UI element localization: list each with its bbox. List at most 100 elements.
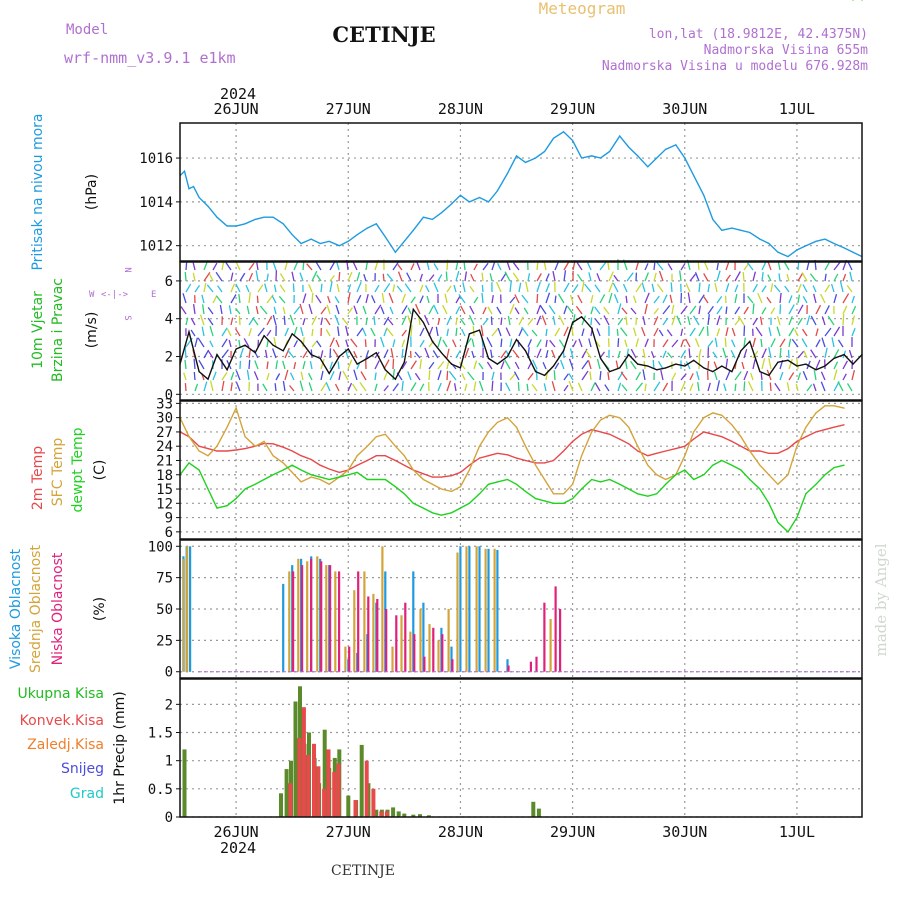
data-bar: [310, 558, 313, 672]
wind-barb: [383, 349, 389, 359]
data-point: [524, 459, 527, 462]
wind-barb: [797, 272, 804, 282]
wind-barb: [419, 295, 424, 304]
wind-barb: [185, 317, 189, 326]
model-name: wrf-nmm_v3.9.1 e1km: [64, 49, 236, 67]
wind-barb: [572, 284, 579, 293]
data-point: [384, 455, 386, 457]
wind-barb: [613, 274, 619, 282]
data-point: [637, 363, 639, 365]
wind-barb: [289, 314, 295, 326]
precip-legend-frozen: Zaledj.Kisa: [27, 737, 104, 753]
data-point: [787, 359, 789, 361]
data-bar: [423, 656, 426, 672]
wind-barb: [577, 382, 583, 392]
wind-barb: [842, 273, 847, 282]
data-point: [684, 445, 686, 447]
data-point: [291, 471, 293, 473]
data-point: [759, 450, 761, 452]
wind-barb: [230, 294, 237, 304]
wind-barb: [311, 292, 314, 304]
data-point: [815, 369, 817, 371]
wind-barb: [802, 295, 808, 304]
wind-barb: [641, 282, 646, 293]
data-bar: [437, 640, 440, 672]
wind-barb: [742, 272, 745, 282]
wind-barb: [653, 381, 661, 392]
data-bar: [322, 788, 327, 817]
data-point: [254, 352, 256, 354]
data-point: [703, 474, 705, 476]
wind-barb: [551, 349, 556, 359]
wind-barb: [464, 347, 470, 359]
data-point: [572, 483, 574, 485]
data-point: [581, 316, 583, 318]
wind-barb: [741, 361, 745, 370]
wind-barb: [545, 292, 551, 304]
wind-barb: [779, 371, 784, 381]
wind-barb: [642, 316, 646, 326]
data-bar: [334, 571, 337, 672]
data-point: [216, 216, 218, 218]
data-point: [572, 440, 574, 442]
wind-barb: [259, 305, 268, 315]
wind-barb: [425, 285, 430, 293]
data-point: [394, 251, 396, 253]
data-point: [591, 155, 593, 157]
data-point: [731, 464, 733, 466]
wind-barb: [635, 338, 640, 348]
wind-barb: [500, 317, 503, 326]
data-bar: [186, 546, 189, 672]
data-point: [675, 448, 677, 450]
data-point: [328, 483, 330, 485]
data-point: [703, 431, 705, 433]
wind-barb: [467, 371, 475, 381]
data-point: [815, 483, 817, 485]
data-point: [563, 350, 565, 352]
data-point: [824, 429, 826, 431]
data-bar: [338, 571, 341, 672]
data-point: [731, 227, 733, 229]
wind-barb: [766, 296, 772, 304]
wind-barb: [514, 294, 520, 304]
wind-barb: [594, 284, 601, 293]
data-bar: [306, 561, 309, 672]
wind-barb: [535, 369, 538, 381]
x-tick-label-top: 29JUN: [550, 100, 595, 118]
wind-barb: [671, 315, 676, 326]
wind-barb: [851, 359, 854, 370]
wind-barb: [311, 328, 314, 337]
data-bar: [371, 788, 376, 817]
wind-barb: [652, 359, 655, 370]
footer-station: CETINJE: [331, 863, 395, 879]
wind-barb: [778, 273, 781, 282]
wind-barb: [813, 370, 817, 381]
data-point: [787, 256, 789, 258]
wind-barb: [776, 326, 781, 337]
data-point: [291, 234, 293, 236]
wind-barb: [553, 370, 556, 381]
wind-barb: [696, 371, 700, 381]
wind-barb: [707, 360, 710, 370]
x-tick-label-top: 28JUN: [438, 100, 483, 118]
wind-barb: [209, 340, 214, 348]
data-point: [535, 371, 537, 373]
wind-barb: [282, 306, 286, 315]
wind-barb: [289, 372, 295, 381]
wind-barb: [345, 325, 349, 337]
wind-barb: [589, 371, 592, 381]
wind-barb: [468, 315, 475, 326]
wind-barb: [676, 315, 682, 326]
wind-barb: [243, 338, 250, 348]
wind-barb: [810, 349, 817, 359]
wind-barb: [207, 307, 214, 315]
data-point: [740, 350, 742, 352]
data-point: [609, 371, 611, 373]
data-point: [861, 0, 863, 1]
wind-barb: [279, 284, 286, 293]
wind-barb: [761, 307, 767, 315]
wind-barb: [518, 316, 524, 326]
data-bar: [396, 811, 401, 817]
wind-barb: [653, 316, 659, 326]
wind-barb: [287, 349, 295, 359]
